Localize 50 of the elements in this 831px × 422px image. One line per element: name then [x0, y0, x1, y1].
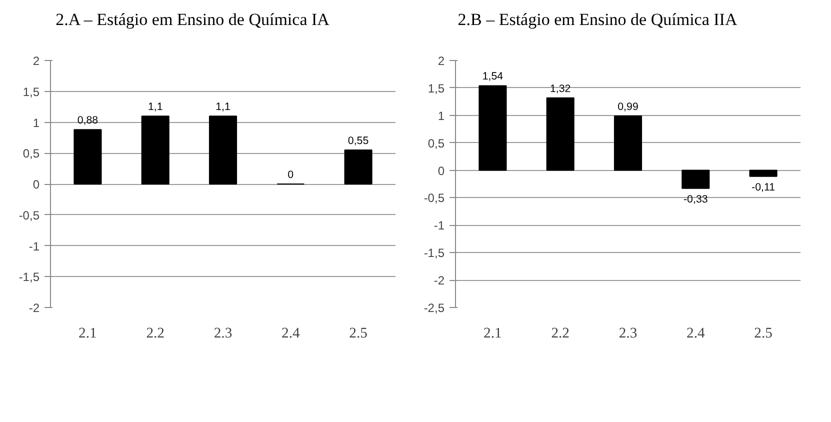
- bar: [74, 129, 102, 184]
- y-tick-label: 2: [32, 54, 40, 68]
- y-tick-label: 1: [32, 116, 40, 130]
- y-tick-label: -1: [28, 239, 40, 254]
- data-label: 1,32: [550, 82, 571, 95]
- data-label: 0,99: [618, 100, 638, 113]
- x-tick-label: 2.4: [281, 326, 300, 342]
- bar: [478, 85, 507, 171]
- y-tick-label: 0: [32, 178, 40, 192]
- chart-title: 2.B – Estágio em Ensino de Química IIA: [458, 9, 738, 31]
- data-label: 0,88: [77, 114, 98, 127]
- data-label: 0: [288, 169, 294, 181]
- bar: [208, 116, 238, 184]
- y-tick-label: 1,5: [22, 84, 40, 99]
- y-tick-label: -1: [434, 218, 445, 233]
- y-tick-label: -0,5: [424, 191, 445, 206]
- y-tick-label: -2,5: [424, 301, 445, 315]
- y-tick-label: 1,5: [428, 81, 445, 96]
- y-tick-label: 0: [438, 164, 445, 178]
- x-tick-label: 2.5: [754, 326, 772, 342]
- bar: [546, 97, 574, 171]
- x-tick-label: 2.1: [78, 326, 97, 342]
- chart-title: 2.A – Estágio em Ensino de Química IA: [56, 9, 330, 31]
- x-tick-label: 2.2: [146, 326, 165, 342]
- y-tick-label: 1: [438, 108, 445, 123]
- data-label: -0,11: [752, 181, 776, 194]
- y-tick-label: -1,5: [18, 270, 40, 284]
- y-tick-label: 0,5: [428, 136, 445, 150]
- y-tick-label: 0,5: [22, 146, 40, 161]
- data-label: 1,1: [216, 101, 230, 114]
- bar: [141, 116, 170, 184]
- bar: [614, 115, 642, 171]
- y-tick-label: -1,5: [424, 246, 445, 260]
- bar: [749, 170, 778, 177]
- y-tick-label: -2: [434, 274, 445, 288]
- data-label: -0,33: [684, 193, 708, 206]
- x-tick-label: 2.4: [686, 326, 706, 342]
- y-tick-label: -0,5: [18, 208, 40, 222]
- data-label: 0,55: [348, 135, 369, 148]
- data-label: 1,54: [482, 70, 504, 83]
- y-tick-label: 2: [438, 54, 445, 68]
- x-tick-label: 2.3: [618, 326, 638, 342]
- x-tick-label: 2.3: [214, 326, 232, 342]
- x-tick-label: 2.1: [484, 326, 502, 342]
- bar: [682, 170, 710, 189]
- x-tick-label: 2.5: [349, 326, 368, 342]
- data-label: 1,1: [148, 101, 163, 114]
- x-tick-label: 2.2: [551, 326, 570, 342]
- y-tick-label: -2: [28, 301, 40, 315]
- bar: [344, 150, 372, 184]
